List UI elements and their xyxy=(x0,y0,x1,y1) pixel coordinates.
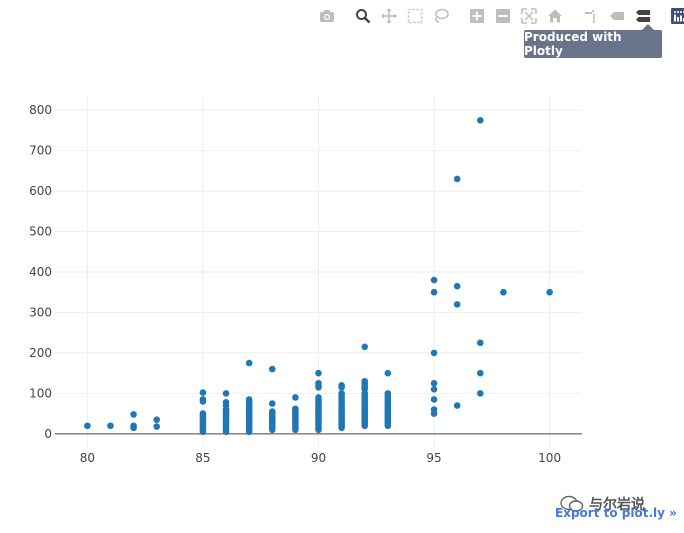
scatter-point xyxy=(153,423,161,430)
scatter-point xyxy=(315,384,322,391)
scatter-point xyxy=(476,390,484,397)
scatter-point xyxy=(338,424,345,432)
scatter-point xyxy=(84,422,91,430)
x-tick-label: 90 xyxy=(311,451,326,465)
scatter-point xyxy=(361,422,369,430)
scatter-point xyxy=(107,422,114,430)
y-tick-label: 100 xyxy=(29,386,52,400)
scatter-point xyxy=(430,386,438,393)
scatter-point xyxy=(384,369,392,377)
scatter-point xyxy=(292,426,299,434)
lasso-select-icon[interactable] xyxy=(430,6,452,26)
y-tick-label: 800 xyxy=(29,103,52,117)
chat-bubbles-icon xyxy=(560,495,584,512)
scatter-point xyxy=(292,394,299,401)
scatter-point xyxy=(245,428,253,436)
scatter-point xyxy=(430,288,438,296)
camera-icon[interactable] xyxy=(316,6,338,26)
scatter-point xyxy=(430,410,438,417)
scatter-point xyxy=(245,359,253,367)
home-icon[interactable] xyxy=(544,6,566,26)
scatter-point xyxy=(199,428,207,436)
scatter-point xyxy=(430,379,438,387)
y-tick-label: 400 xyxy=(29,265,52,279)
scatter-point xyxy=(361,343,369,351)
scatter-point xyxy=(476,369,484,377)
scatter-point xyxy=(315,426,322,434)
scatter-point xyxy=(500,288,507,296)
scatter-point xyxy=(268,426,276,434)
scatter-point xyxy=(268,365,276,373)
zoom-icon[interactable] xyxy=(352,6,374,26)
scatter-point xyxy=(430,349,438,357)
y-tick-label: 0 xyxy=(44,427,52,441)
scatter-point xyxy=(153,416,161,423)
watermark-text: 与尔岩说 xyxy=(589,497,645,513)
modebar xyxy=(316,6,684,26)
x-tick-label: 95 xyxy=(426,451,441,465)
scatter-point xyxy=(430,276,438,284)
zoom-in-icon[interactable] xyxy=(466,6,488,26)
hover-closest-icon[interactable] xyxy=(606,6,628,26)
scatter-point xyxy=(222,390,230,397)
y-tick-label: 200 xyxy=(29,346,52,360)
scatter-point xyxy=(222,428,230,436)
scatter-point xyxy=(453,282,461,290)
x-tick-label: 80 xyxy=(80,451,95,465)
scatter-point xyxy=(315,369,322,377)
watermark: 与尔岩说 xyxy=(560,494,645,514)
spike-lines-icon[interactable] xyxy=(580,6,602,26)
scatter-point xyxy=(546,288,553,296)
scatter-point xyxy=(476,339,484,347)
scatter-point xyxy=(268,400,276,407)
box-select-icon[interactable] xyxy=(404,6,426,26)
zoom-out-icon[interactable] xyxy=(492,6,514,26)
scatter-point xyxy=(130,424,137,432)
y-tick-label: 600 xyxy=(29,184,52,198)
export-to-plotly-link[interactable]: Export to plot.ly » xyxy=(555,506,677,520)
modebar-tooltip: Produced with Plotly xyxy=(524,24,662,58)
x-tick-label: 100 xyxy=(538,451,561,465)
scatter-point xyxy=(453,301,461,308)
scatter-point xyxy=(476,116,484,124)
scatter-point xyxy=(453,175,461,183)
scatter-point xyxy=(338,384,345,391)
autoscale-icon[interactable] xyxy=(518,6,540,26)
scatter-point xyxy=(130,411,137,418)
scatter-point xyxy=(199,398,207,405)
hover-compare-icon[interactable] xyxy=(632,6,654,26)
scatter-point xyxy=(430,396,438,403)
pan-icon[interactable] xyxy=(378,6,400,26)
y-tick-label: 500 xyxy=(29,225,52,239)
scatter-point xyxy=(453,402,461,409)
x-tick-label: 85 xyxy=(195,451,210,465)
scatter-point xyxy=(384,422,392,430)
y-tick-label: 700 xyxy=(29,144,52,158)
scatter-point xyxy=(199,389,207,396)
y-tick-label: 300 xyxy=(29,305,52,319)
